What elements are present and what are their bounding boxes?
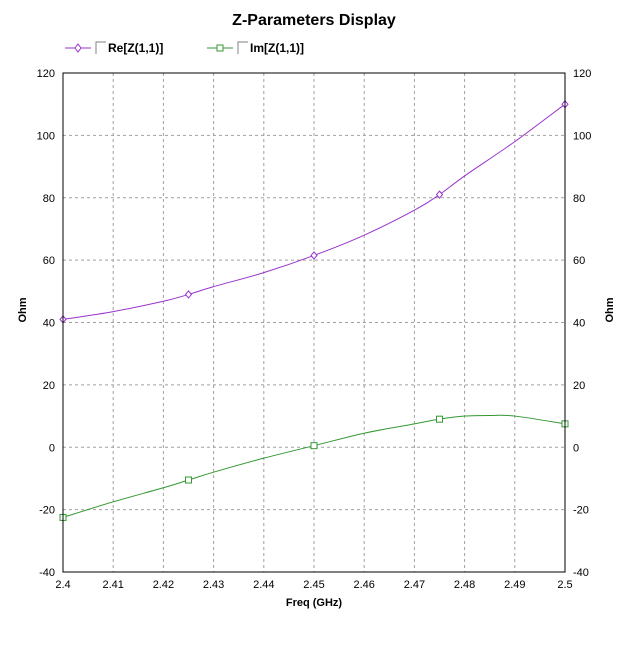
legend-marker-im [216, 44, 224, 52]
y-tick-label-right: 40 [573, 318, 585, 330]
data-point-re [435, 190, 444, 199]
data-point-re [310, 251, 318, 260]
x-tick-label: 2.45 [303, 579, 324, 591]
y-tick-label-left: 60 [43, 255, 55, 267]
x-tick-label: 2.41 [102, 579, 123, 591]
x-tick-label: 2.48 [454, 579, 475, 591]
x-tick-label: 2.42 [153, 579, 174, 591]
y-tick-label-right: 60 [573, 255, 585, 267]
y-tick-label-right: 120 [573, 68, 591, 80]
series-line-im [62, 414, 566, 518]
y-tick-label-right: -20 [573, 505, 589, 517]
y-tick-label-left: 0 [49, 442, 55, 454]
x-tick-label: 2.44 [253, 579, 274, 591]
y-axis-label-left: Ohm [17, 297, 29, 322]
plot-frame [62, 72, 566, 573]
y-tick-label-left: 100 [37, 130, 55, 142]
y-tick-label-left: 120 [37, 68, 55, 80]
legend-label-re: Re[Z(1,1)] [108, 41, 163, 55]
x-tick-label: 2.43 [203, 579, 224, 591]
legend-checkbox-im[interactable] [237, 41, 248, 54]
legend-item-im[interactable]: Im[Z(1,1)] [207, 41, 304, 55]
legend-label-im: Im[Z(1,1)] [250, 41, 304, 55]
chart-title: Z-Parameters Display [232, 12, 396, 29]
y-tick-label-left: -40 [39, 567, 55, 579]
y-tick-label-right: -40 [573, 567, 589, 579]
x-tick-label: 2.5 [557, 579, 572, 591]
data-point-im [436, 415, 443, 423]
y-axis-label-right: Ohm [604, 297, 616, 322]
y-tick-label-left: 40 [43, 318, 55, 330]
x-axis-label: Freq (GHz) [286, 597, 343, 609]
y-tick-label-right: 100 [573, 130, 591, 142]
y-tick-label-left: 20 [43, 380, 55, 392]
y-tick-label-right: 0 [573, 442, 579, 454]
legend-item-re[interactable]: Re[Z(1,1)] [65, 41, 163, 55]
x-tick-label: 2.4 [55, 579, 70, 591]
x-tick-label: 2.49 [504, 579, 525, 591]
legend: Re[Z(1,1)] Im[Z(1,1)] [65, 41, 304, 55]
grid [63, 73, 565, 572]
x-tick-label: 2.47 [404, 579, 425, 591]
y-tick-label-left: -20 [39, 505, 55, 517]
x-tick-label: 2.46 [353, 579, 374, 591]
y-tick-label-right: 80 [573, 193, 585, 205]
data-point-im [185, 476, 192, 484]
data-point-re [184, 290, 193, 299]
legend-marker-re [74, 43, 82, 53]
y-tick-label-right: 20 [573, 380, 585, 392]
y-tick-label-left: 80 [43, 193, 55, 205]
axis-ticks: 2.4 2.41 2.42 2.43 2.44 2.45 2.46 2.47 2.48 2.49 2… [37, 68, 592, 591]
data-point-im [310, 442, 318, 450]
legend-checkbox-re[interactable] [95, 41, 106, 54]
